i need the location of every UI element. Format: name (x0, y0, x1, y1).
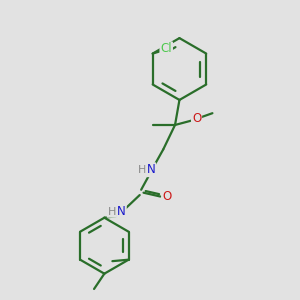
Text: H: H (107, 207, 116, 217)
Text: N: N (117, 205, 126, 218)
Text: O: O (192, 112, 201, 125)
Text: H: H (138, 165, 146, 175)
Text: O: O (162, 190, 171, 203)
Text: N: N (146, 163, 155, 176)
Text: Cl: Cl (160, 42, 172, 56)
